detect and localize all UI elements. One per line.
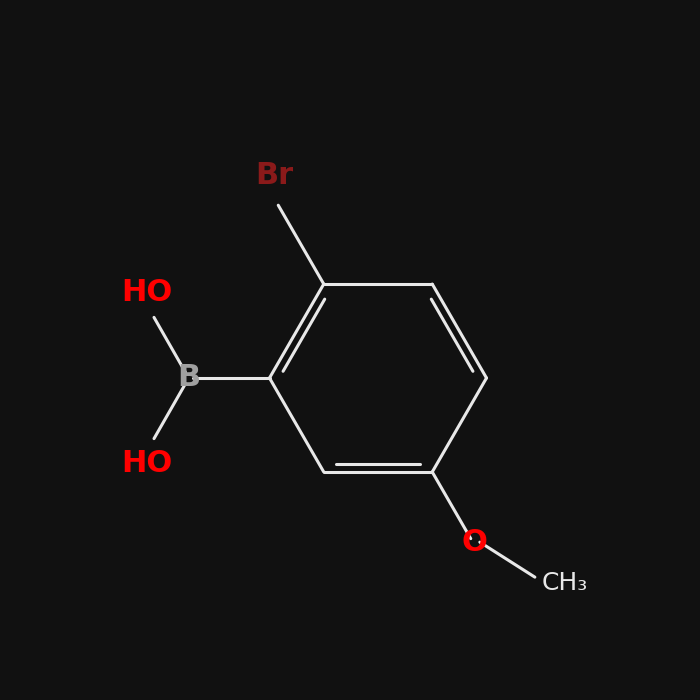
Text: HO: HO (121, 449, 173, 478)
Text: Br: Br (256, 161, 294, 190)
Text: CH₃: CH₃ (542, 570, 588, 595)
Text: O: O (461, 528, 487, 556)
Text: HO: HO (121, 278, 173, 307)
Text: B: B (177, 363, 201, 393)
